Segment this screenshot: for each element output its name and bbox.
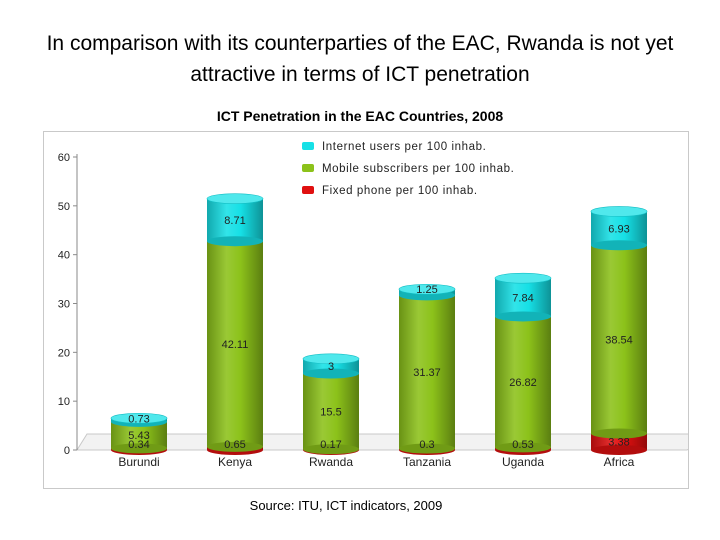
legend-swatch xyxy=(302,142,314,150)
legend-swatch xyxy=(302,186,314,194)
x-tick-label: Tanzania xyxy=(403,455,451,469)
chart-title: ICT Penetration in the EAC Countries, 20… xyxy=(216,108,504,124)
slide-title: In comparison with its counterparties of… xyxy=(46,32,674,86)
legend-swatch xyxy=(302,164,314,172)
data-label: 3.38 xyxy=(608,437,629,449)
bar-segment-bottom xyxy=(303,368,359,379)
data-label: 38.54 xyxy=(605,334,633,346)
bar-segment xyxy=(495,278,551,317)
data-label: 26.82 xyxy=(509,377,537,389)
bar-segment-bottom xyxy=(207,441,263,452)
legend-item-label: Fixed phone per 100 inhab. xyxy=(322,185,478,197)
y-tick-label: 10 xyxy=(58,396,70,408)
bar-segment-bottom xyxy=(591,240,647,251)
y-tick-label: 50 xyxy=(58,201,70,213)
bar-top-cap xyxy=(206,193,264,204)
bar-top-cap xyxy=(494,272,552,284)
data-label: 15.5 xyxy=(320,406,341,418)
bar-segment xyxy=(495,316,551,448)
y-tick-label: 0 xyxy=(64,445,70,457)
bar-segment-bottom xyxy=(495,311,551,322)
bar-segment-bottom xyxy=(111,443,167,454)
y-tick-label: 40 xyxy=(58,250,70,262)
bar-top-cap xyxy=(398,283,456,295)
bar-segment xyxy=(207,198,263,242)
data-label: 0.73 xyxy=(128,413,149,425)
data-label: 0.3 xyxy=(419,439,434,451)
data-label: 3 xyxy=(328,361,334,373)
bar-segment xyxy=(399,295,455,449)
data-label: 5.43 xyxy=(128,430,149,442)
bar-segment xyxy=(207,241,263,447)
x-tick-label: Uganda xyxy=(502,455,544,469)
data-label: 42.11 xyxy=(222,339,249,351)
bar-top-cap xyxy=(302,353,360,365)
x-tick-label: Africa xyxy=(604,455,635,469)
y-tick-label: 30 xyxy=(58,299,70,311)
data-label: 31.37 xyxy=(413,367,441,379)
data-label: 6.93 xyxy=(608,223,629,235)
y-tick-label: 20 xyxy=(58,347,70,359)
x-tick-label: Burundi xyxy=(118,455,159,469)
bar-segment xyxy=(591,211,647,246)
bar-segment-bottom xyxy=(399,443,455,454)
data-label: 0.53 xyxy=(512,439,533,451)
y-tick-label: 60 xyxy=(58,152,70,164)
bar-segment-bottom xyxy=(495,442,551,453)
bar-segment xyxy=(303,373,359,450)
bar-top-cap xyxy=(590,206,648,217)
bar-segment-bottom xyxy=(207,236,263,247)
bar-segment xyxy=(591,245,647,434)
bar-segment-bottom xyxy=(591,428,647,439)
chart-svg: 0 10 20 30 40 50 60 0.345.43 0.73 Burundi 0.65 42.1… xyxy=(58,141,688,469)
data-label: 8.71 xyxy=(224,215,245,227)
data-label: 0.34 xyxy=(128,439,149,451)
data-label: 7.84 xyxy=(512,292,533,304)
legend-item-label: Internet users per 100 inhab. xyxy=(322,141,486,153)
data-label: 0.17 xyxy=(320,439,341,451)
data-label: 0.65 xyxy=(224,439,245,451)
bar-segment-bottom xyxy=(591,445,647,455)
bar-segment-bottom xyxy=(303,444,359,455)
x-tick-label: Rwanda xyxy=(309,455,353,469)
data-label: 1.25 xyxy=(416,284,437,296)
x-tick-label: Kenya xyxy=(218,455,252,469)
bar-top-cap xyxy=(110,412,168,424)
chart-area: 0 10 20 30 40 50 60 0.34 5.43 0.73 Burundi 0.65 42.1… xyxy=(43,131,689,489)
source-note: Source: ITU, ICT indicators, 2009 xyxy=(249,498,443,513)
legend-item-label: Mobile subscribers per 100 inhab. xyxy=(322,163,514,175)
